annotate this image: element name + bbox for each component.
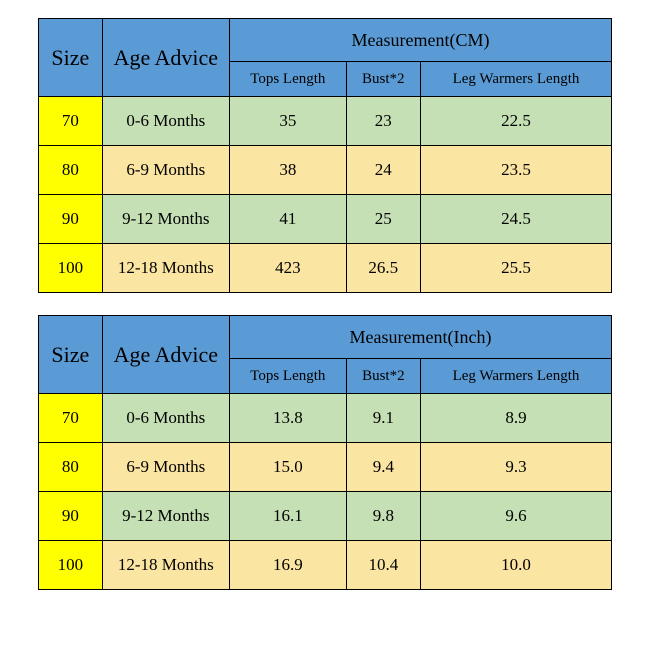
cell-age: 9-12 Months <box>102 195 229 244</box>
table-row: 90 9-12 Months 41 25 24.5 <box>39 195 612 244</box>
cell-age: 6-9 Months <box>102 146 229 195</box>
cell-size: 100 <box>39 541 103 590</box>
header-size: Size <box>39 19 103 97</box>
header-leg: Leg Warmers Length <box>420 359 611 394</box>
cell-size: 70 <box>39 394 103 443</box>
cell-leg: 9.6 <box>420 492 611 541</box>
header-bust: Bust*2 <box>346 62 420 97</box>
cell-bust: 25 <box>346 195 420 244</box>
cell-age: 9-12 Months <box>102 492 229 541</box>
cell-leg: 25.5 <box>420 244 611 293</box>
cell-size: 90 <box>39 195 103 244</box>
table-row: 80 6-9 Months 38 24 23.5 <box>39 146 612 195</box>
cell-bust: 10.4 <box>346 541 420 590</box>
cell-leg: 10.0 <box>420 541 611 590</box>
cell-tops: 13.8 <box>229 394 346 443</box>
cell-tops: 16.1 <box>229 492 346 541</box>
cell-bust: 24 <box>346 146 420 195</box>
size-table-inch: Size Age Advice Measurement(Inch) Tops L… <box>38 315 612 590</box>
cell-tops: 35 <box>229 97 346 146</box>
cell-leg: 9.3 <box>420 443 611 492</box>
cell-bust: 9.4 <box>346 443 420 492</box>
table-row: 100 12-18 Months 423 26.5 25.5 <box>39 244 612 293</box>
table-row: 100 12-18 Months 16.9 10.4 10.0 <box>39 541 612 590</box>
cell-size: 70 <box>39 97 103 146</box>
cell-size: 90 <box>39 492 103 541</box>
cell-bust: 26.5 <box>346 244 420 293</box>
cell-tops: 41 <box>229 195 346 244</box>
cell-leg: 23.5 <box>420 146 611 195</box>
cell-bust: 23 <box>346 97 420 146</box>
header-measurement: Measurement(CM) <box>229 19 611 62</box>
header-leg: Leg Warmers Length <box>420 62 611 97</box>
cell-bust: 9.1 <box>346 394 420 443</box>
header-size: Size <box>39 316 103 394</box>
cell-leg: 8.9 <box>420 394 611 443</box>
cell-size: 80 <box>39 146 103 195</box>
table-row: 70 0-6 Months 13.8 9.1 8.9 <box>39 394 612 443</box>
cell-age: 6-9 Months <box>102 443 229 492</box>
table-row: 70 0-6 Months 35 23 22.5 <box>39 97 612 146</box>
table-row: 80 6-9 Months 15.0 9.4 9.3 <box>39 443 612 492</box>
cell-tops: 38 <box>229 146 346 195</box>
cell-size: 80 <box>39 443 103 492</box>
header-measurement: Measurement(Inch) <box>229 316 611 359</box>
cell-size: 100 <box>39 244 103 293</box>
header-tops: Tops Length <box>229 359 346 394</box>
header-tops: Tops Length <box>229 62 346 97</box>
header-age: Age Advice <box>102 316 229 394</box>
cell-leg: 24.5 <box>420 195 611 244</box>
header-age: Age Advice <box>102 19 229 97</box>
cell-age: 12-18 Months <box>102 244 229 293</box>
cell-tops: 423 <box>229 244 346 293</box>
cell-bust: 9.8 <box>346 492 420 541</box>
cell-age: 12-18 Months <box>102 541 229 590</box>
cell-age: 0-6 Months <box>102 97 229 146</box>
cell-leg: 22.5 <box>420 97 611 146</box>
table-row: 90 9-12 Months 16.1 9.8 9.6 <box>39 492 612 541</box>
cell-tops: 15.0 <box>229 443 346 492</box>
cell-age: 0-6 Months <box>102 394 229 443</box>
cell-tops: 16.9 <box>229 541 346 590</box>
size-table-cm: Size Age Advice Measurement(CM) Tops Len… <box>38 18 612 293</box>
header-bust: Bust*2 <box>346 359 420 394</box>
